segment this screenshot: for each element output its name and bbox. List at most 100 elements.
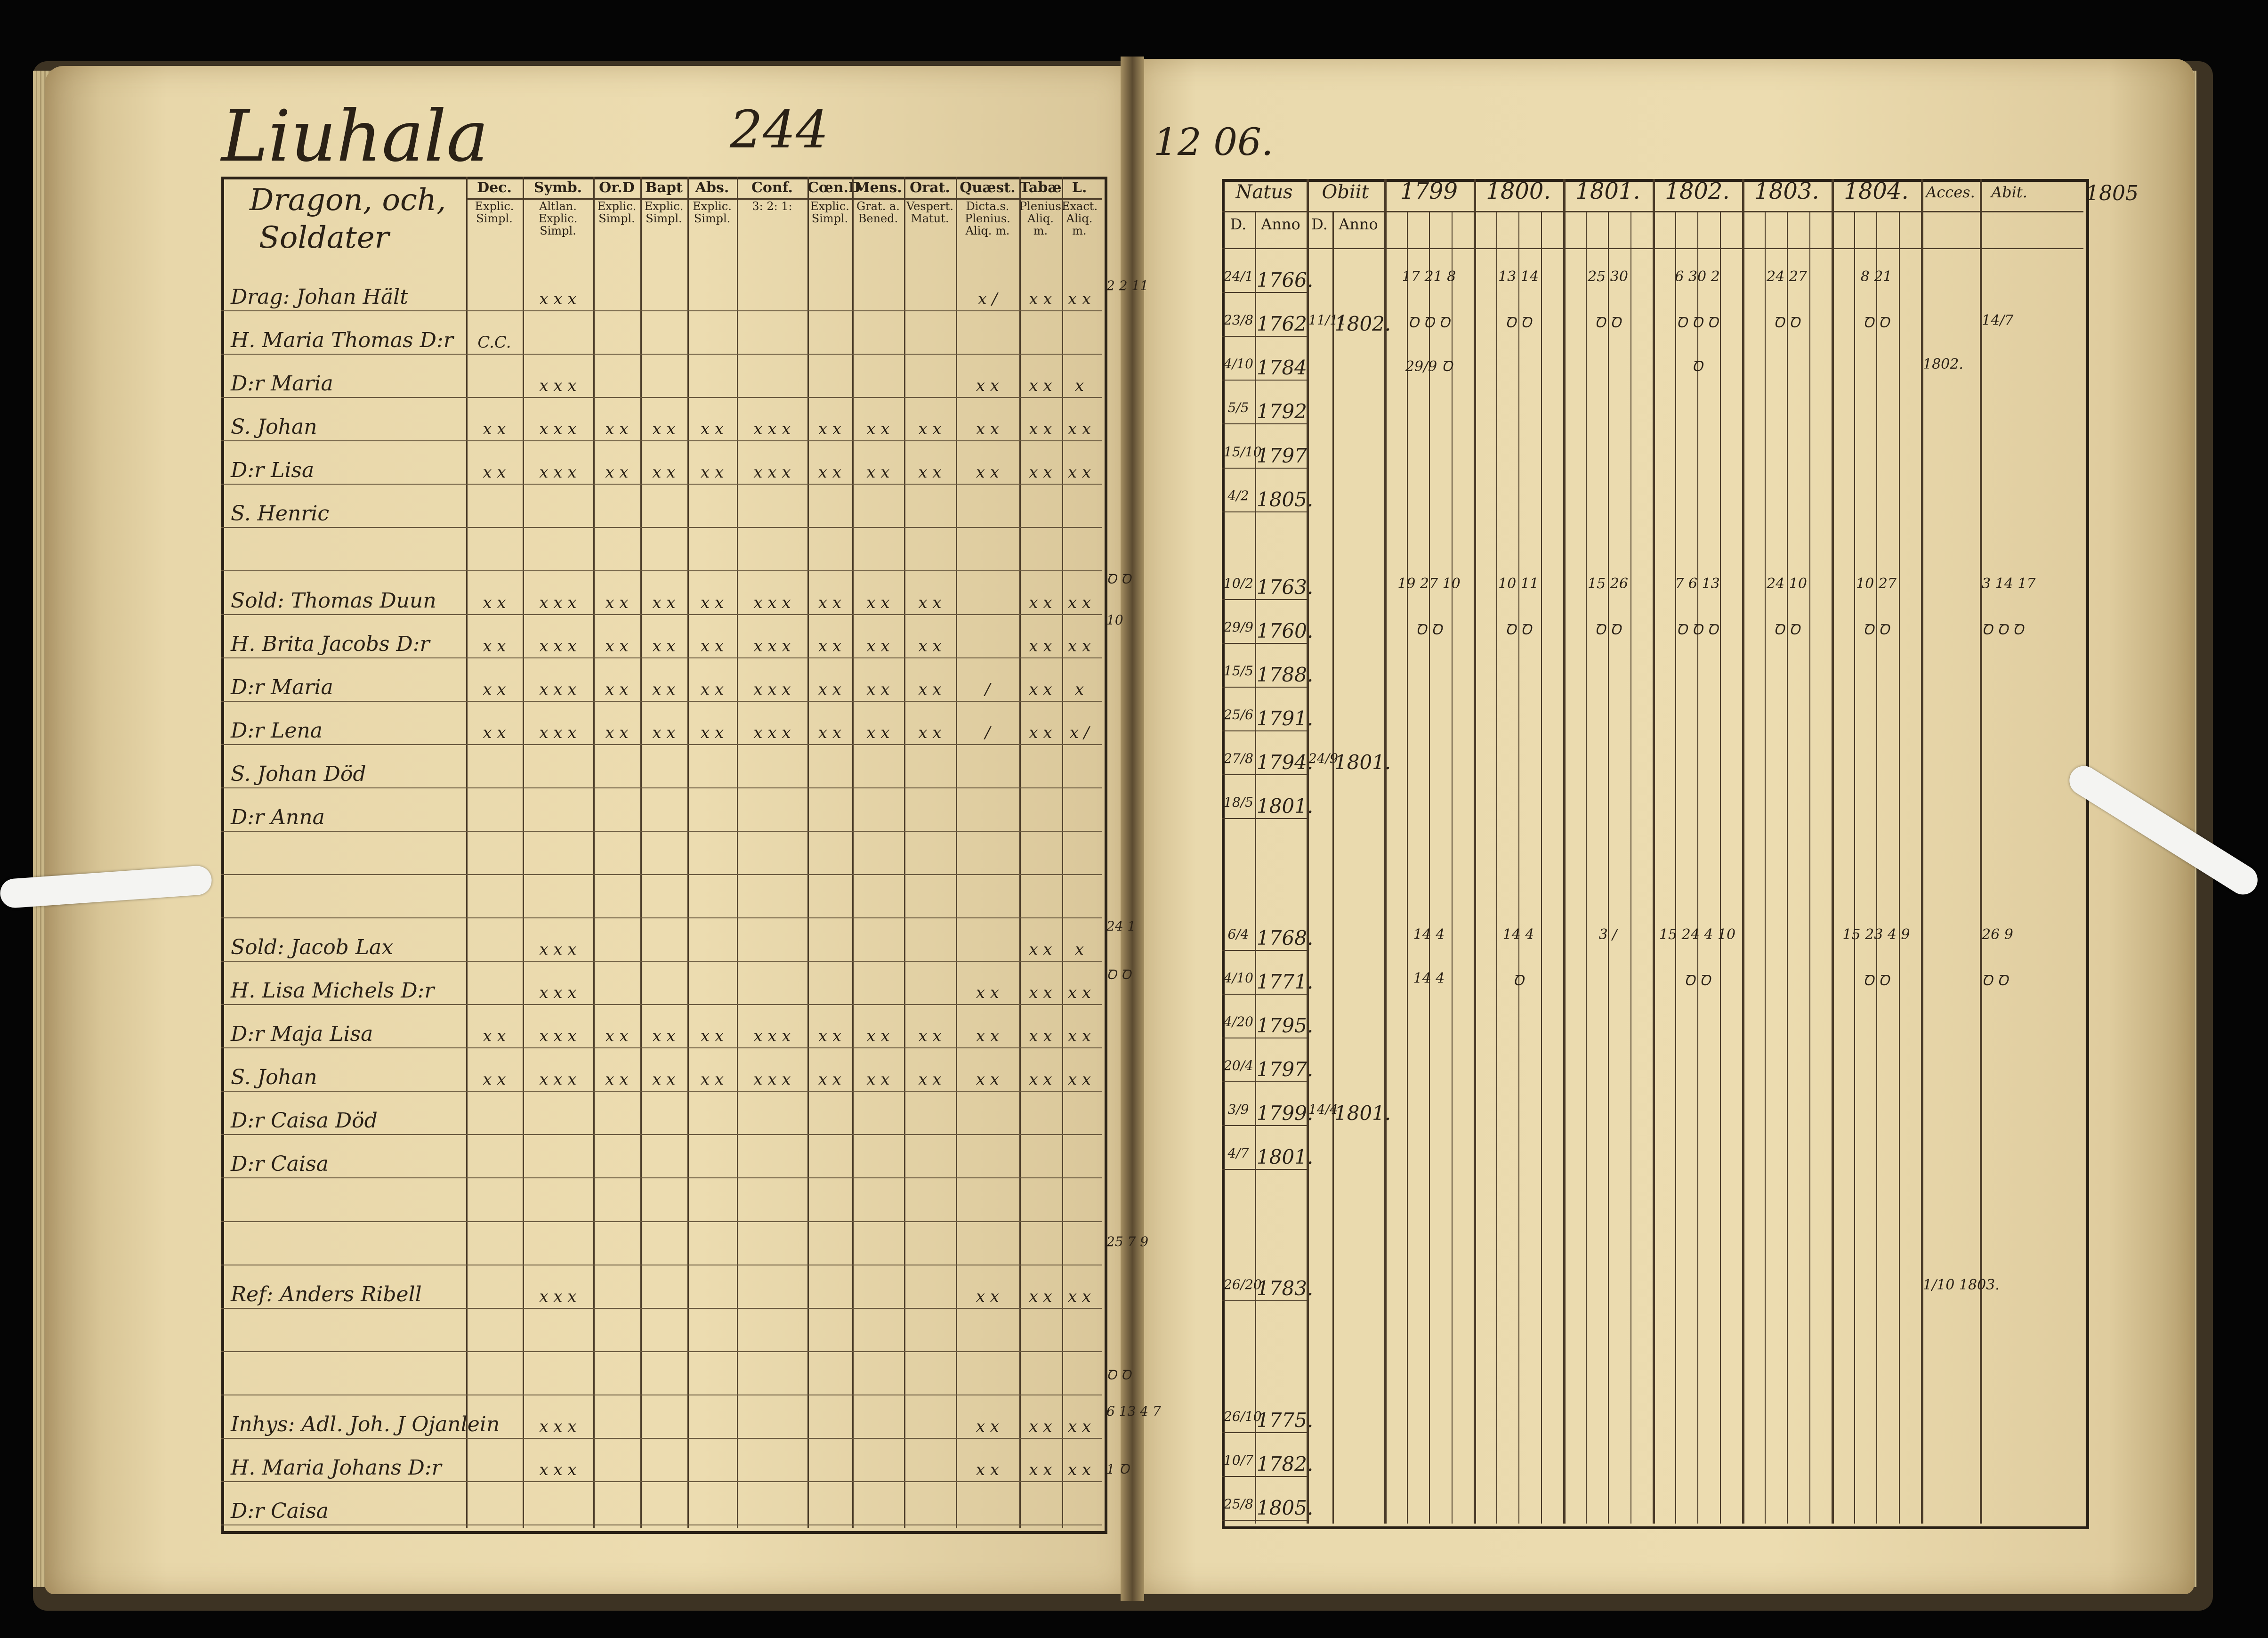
column-divider [523,177,524,1528]
catechism-mark: x x x [539,1070,577,1089]
year-subdivider [1675,212,1676,1524]
column-divider [1062,177,1063,1528]
catechism-mark: x x x [539,1287,577,1306]
row-rule [1222,1169,1307,1170]
catechism-mark: x x x [539,940,577,959]
year-subdivider [1585,212,1587,1524]
natus-header: Natus [1235,181,1293,203]
catechism-mark: x x x [539,420,577,439]
year-subdivider [1898,212,1900,1524]
year-header: 1799 [1400,178,1458,204]
catechism-mark: x x [1029,1027,1052,1046]
row-rule [1222,423,1307,425]
row-rule [221,1177,1102,1179]
attendance-mark: 13 14 [1498,268,1539,285]
person-name: S. Johan [231,1065,317,1090]
attendance-mark: Ꝺ Ꝺ [1773,315,1800,332]
row-rule [221,397,1102,398]
place-name-heading: Liuhala [221,96,489,178]
margin-note: 25 7 9 [1106,1234,1149,1249]
catechism-mark: x x [700,420,724,439]
natus-anno-value: 1766. [1257,268,1314,292]
catechism-mark: x x [976,1460,1000,1479]
natus-anno-value: 1784 [1257,356,1307,380]
catechism-mark: x x [1067,290,1091,309]
table-title-line2: Soldater [259,220,389,255]
year-divider [1474,179,1476,1524]
catechism-mark: x x [918,420,942,439]
catechism-mark: x x [605,680,629,699]
natus-anno-value: 1797 [1257,444,1307,467]
attendance-mark: 29/9 Ꝺ [1405,358,1453,375]
catechism-mark: x x [652,723,676,742]
catechism-mark: x x [700,463,724,482]
catechism-mark: x x [652,680,676,699]
margin-note: 1 Ꝺ [1106,1461,1130,1477]
catechism-mark: x x [818,723,842,742]
row-rule [221,874,1102,875]
attendance-mark: 24 10 [1767,575,1807,592]
catechism-mark: x x [605,463,629,482]
natus-d-value: 4/10 [1224,970,1253,986]
natus-d-value: 29/9 [1224,619,1253,635]
catechism-mark: x x x [539,376,577,396]
row-rule [1222,993,1307,995]
natus-anno-value: 1763. [1257,575,1314,599]
catechism-mark: / [985,680,991,699]
attendance-mark: 15 24 4 10 [1659,926,1736,943]
person-name: S. Henric [231,502,330,526]
row-rule [221,1351,1102,1352]
catechism-mark: x [1074,940,1084,959]
catechism-mark: x x [976,1287,1000,1306]
natus-d-value: 4/7 [1227,1145,1249,1161]
column-subheader: Altlan. Explic. Simpl. [538,200,578,237]
column-divider [1980,179,1982,1524]
person-name: D:r Lisa [231,458,315,483]
catechism-mark: x x [652,1070,676,1089]
column-subheader: Explic. Simpl. [693,200,732,225]
row-rule [221,917,1102,919]
natus-d-value: 4/10 [1224,356,1253,372]
natus-d-value: 26/20 [1224,1277,1262,1293]
catechism-mark: x x [818,680,842,699]
catechism-mark: x x [483,463,506,482]
catechism-mark: x x [652,636,676,656]
folio-number: 12 06. [1154,120,1274,164]
column-divider [1921,179,1923,1524]
obiit-d-value: 11/11 [1308,312,1347,328]
column-header: Dec. [477,179,512,196]
attendance-mark: Ꝺ Ꝺ [1594,621,1622,638]
column-header: Orat. [910,179,950,196]
left-page [45,66,1128,1594]
attendance-mark: 17 21 8 [1402,268,1456,285]
accessit-value: 1/10 1803. [1923,1277,2000,1294]
year-subdivider [1809,212,1810,1524]
attendance-mark: Ꝺ Ꝺ [1863,315,1890,332]
column-divider [687,177,689,1528]
row-rule [221,354,1102,355]
natus-anno-value: 1794. [1257,751,1314,774]
catechism-mark: x x x [753,463,791,482]
obiit-d-value: 24/9 [1308,751,1338,767]
catechism-mark: x x [483,593,506,612]
column-divider [1019,177,1021,1528]
column-header: Mens. [854,179,902,196]
row-rule [1222,949,1307,951]
column-subheader: Grat. a. Bened. [856,200,900,225]
margin-note: Ꝺ Ꝺ [1106,967,1131,982]
column-header: Conf. [751,179,793,196]
row-rule [221,1524,1102,1525]
catechism-mark: x x [605,593,629,612]
column-header: Symb. [533,179,582,196]
table-title-line1: Dragon, och, [250,183,446,218]
natus-d-value: 25/8 [1224,1496,1253,1512]
catechism-mark: x x [605,1070,629,1089]
person-name: D:r Caisa [231,1499,329,1523]
catechism-mark: x x [700,1027,724,1046]
natus-anno-value: 1799. [1257,1102,1314,1125]
page-number: 244 [730,99,829,160]
catechism-mark: / [985,723,991,742]
obiit-anno-value: 1802. [1334,312,1391,336]
catechism-mark: x x x [539,636,577,656]
year-header: 1800. [1486,178,1551,204]
